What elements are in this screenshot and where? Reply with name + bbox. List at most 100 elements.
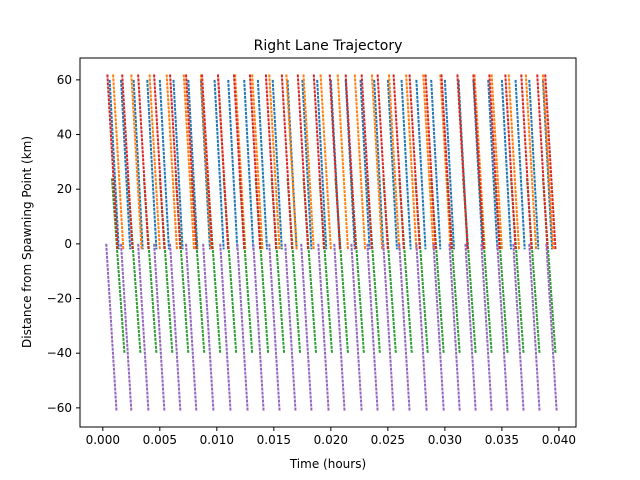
trajectory-line — [544, 74, 557, 250]
trajectory-line — [487, 79, 499, 250]
trajectory-line — [199, 74, 213, 250]
trajectory-line — [376, 74, 389, 250]
trajectory-line — [187, 79, 199, 250]
trajectory-line — [271, 79, 283, 250]
trajectory-line — [251, 74, 264, 250]
x-tick-label: 0.005 — [143, 433, 177, 447]
trajectory-line — [112, 74, 125, 250]
x-tick-label: 0.040 — [542, 433, 576, 447]
x-tick-label: 0.020 — [314, 433, 348, 447]
trajectory-line — [172, 79, 184, 250]
trajectory-line — [110, 178, 126, 354]
trajectory-line — [514, 79, 526, 250]
trajectory-line — [216, 74, 230, 250]
trajectory-line — [285, 74, 298, 250]
trajectory-line — [248, 74, 262, 250]
y-tick-label: 0 — [64, 237, 72, 251]
trajectory-line — [232, 74, 246, 250]
trajectory-line — [256, 79, 268, 250]
y-tick-label: 60 — [57, 73, 72, 87]
trajectory-line — [153, 74, 166, 250]
trajectory-line — [146, 79, 158, 250]
trajectory-line — [424, 74, 437, 250]
trajectory-line — [504, 74, 517, 250]
trajectory-line — [488, 74, 501, 250]
x-tick-label: 0.030 — [428, 433, 462, 447]
trajectory-line — [528, 79, 540, 250]
trajectory-line — [500, 79, 513, 250]
trajectory-line — [302, 74, 315, 250]
trajectory-line — [213, 79, 225, 250]
trajectory-line — [388, 74, 401, 250]
x-axis-title: Time (hours) — [289, 457, 366, 471]
trajectory-line — [430, 79, 442, 250]
x-tick-label: 0.010 — [200, 433, 234, 447]
trajectory-line — [296, 74, 310, 250]
trajectory-line — [490, 74, 503, 250]
trajectory-line — [148, 74, 161, 250]
y-tick-label: −20 — [47, 292, 72, 306]
trajectory-line — [400, 79, 412, 250]
trajectory-line — [120, 79, 132, 250]
trajectory-line — [169, 74, 182, 250]
trajectory-line — [507, 74, 520, 250]
x-tick-label: 0.000 — [86, 433, 120, 447]
series-4 — [106, 74, 557, 250]
trajectory-line — [541, 74, 555, 250]
trajectory-line — [227, 79, 239, 250]
trajectory-line — [268, 74, 281, 250]
trajectory-line — [440, 74, 453, 250]
trajectory-line — [182, 74, 196, 250]
trajectory-line — [106, 74, 119, 250]
trajectory-line — [328, 74, 341, 250]
trajectory-line — [243, 79, 255, 250]
trajectory-line — [415, 79, 427, 250]
trajectory-line — [201, 74, 214, 250]
trajectory-line — [185, 74, 198, 250]
trajectory-line — [108, 79, 120, 250]
chart-title: Right Lane Trajectory — [254, 38, 403, 54]
trajectory-line — [472, 74, 485, 250]
trajectory-line — [316, 79, 328, 250]
x-tick-label: 0.015 — [257, 433, 291, 447]
trajectory-line — [422, 74, 435, 250]
y-axis: −60 −40 −20 0 20 40 60 — [47, 73, 80, 415]
trajectory-line — [137, 74, 150, 250]
x-tick-label: 0.025 — [371, 433, 405, 447]
trajectory-line — [165, 74, 178, 250]
y-tick-label: −40 — [47, 346, 72, 360]
trajectory-line — [319, 74, 332, 250]
y-tick-label: 20 — [57, 182, 72, 196]
trajectory-line — [405, 74, 418, 250]
y-tick-label: −60 — [47, 401, 72, 415]
trajectory-line — [130, 74, 143, 250]
y-tick-label: 40 — [57, 128, 72, 142]
trajectory-line — [353, 74, 367, 250]
trajectory-line — [132, 79, 144, 250]
trajectory-line — [524, 74, 538, 250]
trajectory-line — [301, 79, 313, 250]
x-axis: 0.000 0.005 0.010 0.015 0.020 0.025 0.030 0.035… — [86, 427, 576, 447]
trajectory-line — [520, 74, 533, 250]
trajectory-line — [373, 79, 385, 250]
trajectory-line — [264, 74, 278, 250]
trajectory-line — [408, 74, 421, 250]
trajectory-line — [312, 74, 326, 250]
trajectory-line — [392, 74, 405, 250]
y-axis-title: Distance from Spawning Point (km) — [20, 136, 34, 348]
trajectory-line — [280, 74, 294, 250]
plot-frame — [79, 57, 577, 428]
trajectory-line — [370, 74, 384, 250]
trajectory-line — [336, 74, 349, 250]
trajectory-line — [158, 79, 170, 250]
trajectory-line — [386, 79, 398, 250]
series-layer — [105, 74, 558, 411]
trajectory-line — [456, 74, 469, 250]
trajectory-line — [443, 79, 455, 250]
x-tick-label: 0.035 — [485, 433, 519, 447]
trajectory-line — [359, 79, 371, 250]
trajectory-line — [344, 74, 357, 250]
trajectory-line — [360, 74, 373, 250]
